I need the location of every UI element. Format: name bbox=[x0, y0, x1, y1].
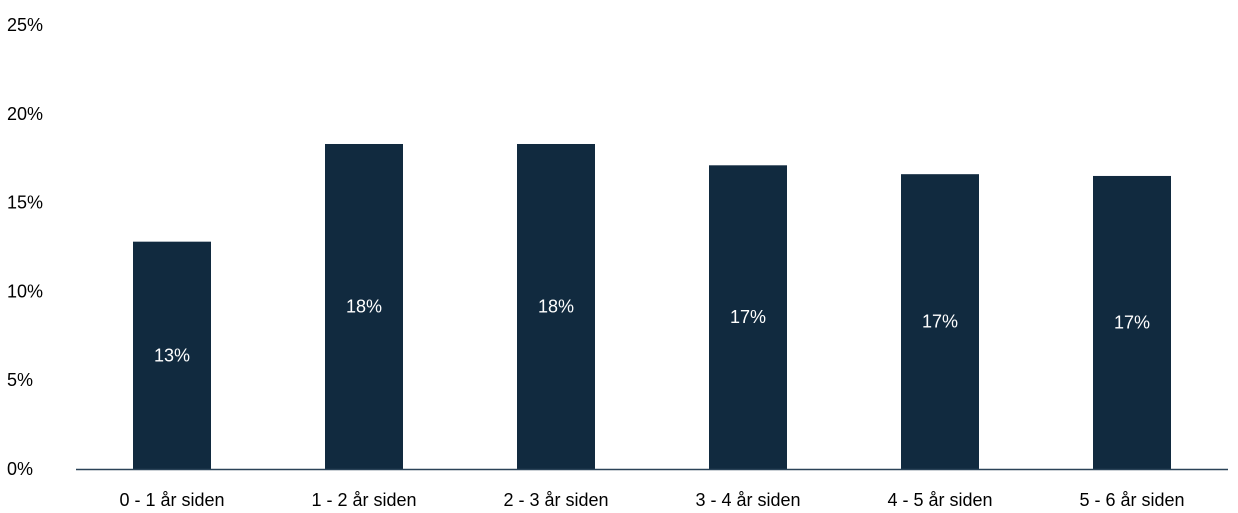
x-axis-ticks: 0 - 1 år siden 1 - 2 år siden 2 - 3 år sid… bbox=[119, 490, 1184, 510]
bar-data-label: 18% bbox=[346, 296, 382, 316]
y-axis-ticks: 0% 5% 10% 15% 20% 25% bbox=[7, 15, 43, 479]
bar bbox=[133, 241, 211, 469]
x-tick-label: 0 - 1 år siden bbox=[119, 490, 224, 510]
y-tick-label: 15% bbox=[7, 193, 43, 213]
y-tick-label: 25% bbox=[7, 15, 43, 35]
bar-data-label: 18% bbox=[538, 296, 574, 316]
data-labels: 13% 18% 18% 17% 17% 17% bbox=[154, 296, 1150, 365]
bar bbox=[901, 174, 979, 469]
x-tick-label: 1 - 2 år siden bbox=[311, 490, 416, 510]
bar bbox=[1093, 175, 1171, 469]
bar-data-label: 13% bbox=[154, 345, 190, 365]
bar-data-label: 17% bbox=[730, 307, 766, 327]
y-tick-label: 0% bbox=[7, 459, 33, 479]
y-tick-label: 20% bbox=[7, 104, 43, 124]
bar-data-label: 17% bbox=[1114, 312, 1150, 332]
y-tick-label: 10% bbox=[7, 281, 43, 301]
bar bbox=[517, 143, 595, 469]
x-tick-label: 3 - 4 år siden bbox=[695, 490, 800, 510]
bar bbox=[709, 165, 787, 469]
x-tick-label: 5 - 6 år siden bbox=[1079, 490, 1184, 510]
x-tick-label: 2 - 3 år siden bbox=[503, 490, 608, 510]
y-tick-label: 5% bbox=[7, 370, 33, 390]
x-tick-label: 4 - 5 år siden bbox=[887, 490, 992, 510]
bar-data-label: 17% bbox=[922, 312, 958, 332]
bars bbox=[133, 143, 1171, 469]
bar bbox=[325, 143, 403, 469]
